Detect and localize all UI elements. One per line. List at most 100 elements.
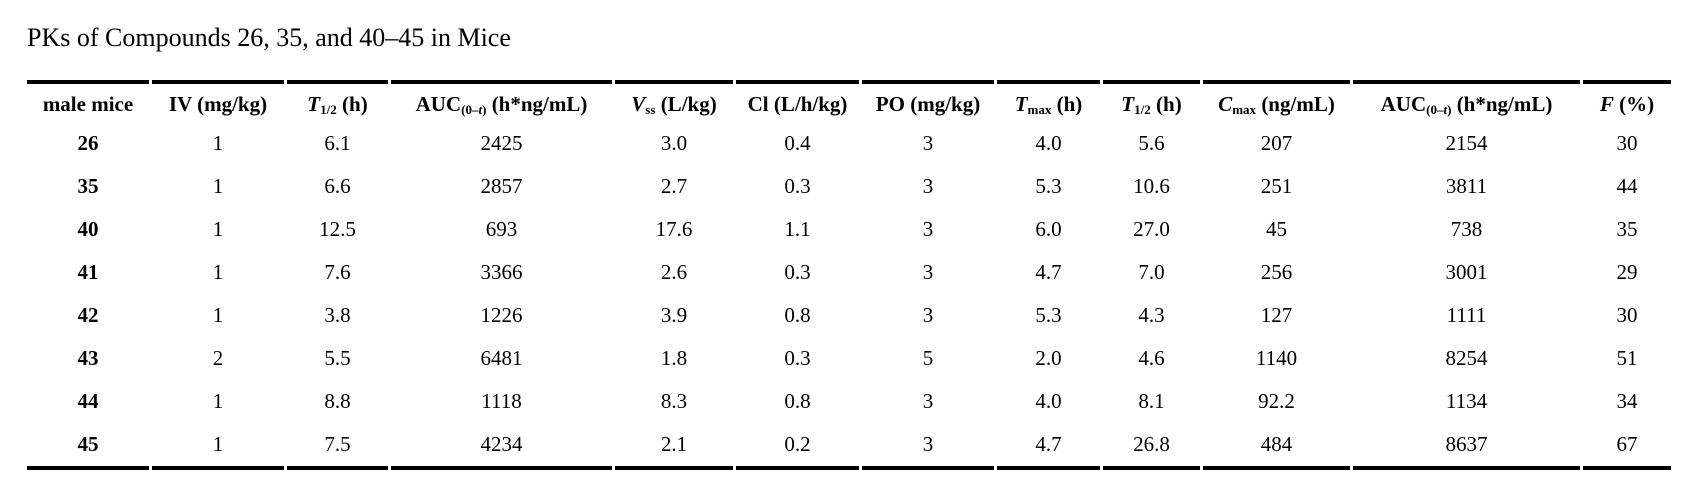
cell-po-auc: 8254 — [1445, 346, 1488, 370]
header-text-part: t — [478, 102, 483, 118]
cell-po-t-half: 26.8 — [1103, 423, 1200, 470]
column-header-f-percent: F (%) — [1583, 80, 1671, 122]
column-header-tmax: Tmax (h) — [997, 80, 1100, 122]
header-text-part: (0– — [1426, 102, 1444, 118]
column-header-cl: Cl (L/h/kg) — [736, 80, 859, 122]
cell-po-dose: 3 — [922, 260, 934, 284]
header-text-part: t — [1443, 102, 1448, 118]
cell-po-auc: 8637 — [1353, 423, 1580, 470]
cell-vss: 2.6 — [660, 260, 688, 284]
table-row-compound-43: 43 2 5.5 6481 1.8 0.3 5 2.0 4.6 1140 8254 51 — [27, 337, 1671, 380]
table-row-compound-35: 35 1 6.6 2857 2.7 0.3 3 5.3 10.6 251 3811 44 — [27, 165, 1671, 208]
header-text-part: (h) — [1150, 91, 1182, 116]
cell-f-percent: 29 — [1616, 260, 1638, 284]
cell-po-dose: 3 — [922, 303, 934, 327]
compound-id: 35 — [77, 174, 99, 198]
cell-cmax: 1140 — [1255, 346, 1298, 370]
column-header-male-mice: male mice — [27, 80, 149, 122]
cell-cl: 0.2 — [736, 423, 859, 470]
cell-iv-t-half: 6.6 — [324, 174, 351, 198]
header-text-part: AUC — [1380, 91, 1427, 116]
header-text-part: F — [1599, 91, 1614, 116]
table-header-row: male mice IV (mg/kg) T1/2 (h) AUC(0–t) (h*n… — [27, 80, 1671, 122]
cell-iv-t-half: 3.8 — [324, 303, 351, 327]
cell-vss: 1.8 — [660, 346, 688, 370]
cell-po-t-half: 4.3 — [1138, 303, 1165, 327]
cell-iv-t-half: 5.5 — [324, 346, 351, 370]
cell-po-auc: 3811 — [1445, 174, 1488, 198]
header-text-part: PO (mg/kg) — [875, 91, 981, 116]
cell-po-t-half: 4.6 — [1138, 346, 1165, 370]
cell-iv-t-half: 6.1 — [324, 131, 351, 155]
header-text-part: max — [1027, 102, 1052, 118]
header-text-part: 1/2 — [1134, 102, 1151, 118]
cell-f-percent: 30 — [1616, 303, 1638, 327]
cell-po-t-half: 7.0 — [1138, 260, 1165, 284]
cell-iv-t-half: 8.8 — [324, 389, 351, 413]
cell-po-dose: 3 — [862, 423, 994, 470]
column-header-vss: Vss (L/kg) — [615, 80, 733, 122]
header-text-part: ss — [645, 102, 656, 118]
table-row-compound-44: 44 1 8.8 1118 8.3 0.8 3 4.0 8.1 92.2 1134 34 — [27, 380, 1671, 423]
table-row-compound-41: 41 1 7.6 3366 2.6 0.3 3 4.7 7.0 256 3001 29 — [27, 251, 1671, 294]
cell-po-t-half: 8.1 — [1138, 389, 1165, 413]
cell-po-auc: 3001 — [1445, 260, 1488, 284]
header-text-part: (0– — [461, 102, 479, 118]
cell-tmax: 4.7 — [1035, 260, 1062, 284]
cell-cl: 0.3 — [784, 346, 811, 370]
cell-po-auc: 1111 — [1446, 303, 1487, 327]
cell-po-auc: 1134 — [1445, 389, 1488, 413]
cell-vss: 3.9 — [660, 303, 688, 327]
cell-cl: 0.3 — [784, 174, 811, 198]
column-header-po-dose: PO (mg/kg) — [862, 80, 994, 122]
cell-tmax: 4.0 — [1035, 131, 1062, 155]
cell-vss: 2.7 — [660, 174, 688, 198]
cell-cmax: 127 — [1260, 303, 1293, 327]
header-text-part: Cl (L/h/kg) — [747, 91, 848, 116]
cell-cl: 0.8 — [784, 303, 811, 327]
cell-tmax: 2.0 — [1035, 346, 1062, 370]
header-text-part: V — [631, 91, 646, 116]
compound-id: 44 — [77, 389, 99, 413]
cell-iv-auc: 4234 — [391, 423, 612, 470]
cell-iv-auc: 2425 — [480, 131, 523, 155]
cell-vss: 2.1 — [615, 423, 733, 470]
compound-id: 41 — [77, 260, 99, 284]
cell-iv-auc: 6481 — [480, 346, 523, 370]
cell-iv-dose: 1 — [212, 217, 224, 241]
column-header-iv-auc: AUC(0–t) (h*ng/mL) — [391, 80, 612, 122]
cell-iv-dose: 1 — [212, 260, 224, 284]
cell-tmax: 4.0 — [1035, 389, 1062, 413]
cell-f-percent: 30 — [1616, 131, 1638, 155]
cell-po-dose: 3 — [922, 174, 934, 198]
cell-cl: 0.3 — [784, 260, 811, 284]
paper-page: PKs of Compounds 26, 35, and 40–45 in Mi… — [27, 23, 1671, 470]
cell-cmax: 256 — [1260, 260, 1293, 284]
cell-po-dose: 5 — [922, 346, 934, 370]
cell-vss: 3.0 — [660, 131, 688, 155]
header-text-part: (%) — [1613, 91, 1655, 116]
cell-po-dose: 3 — [922, 131, 934, 155]
compound-id: 45 — [27, 423, 149, 470]
cell-po-t-half: 10.6 — [1133, 174, 1170, 198]
table-title: PKs of Compounds 26, 35, and 40–45 in Mi… — [27, 23, 511, 52]
table-row-compound-45: 45 1 7.5 4234 2.1 0.2 3 4.7 26.8 484 8637 67 — [27, 423, 1671, 470]
compound-id: 40 — [77, 217, 99, 241]
cell-iv-dose: 2 — [212, 346, 224, 370]
cell-tmax: 4.7 — [997, 423, 1100, 470]
header-text-part: (ng/mL) — [1256, 91, 1335, 116]
cell-po-t-half: 5.6 — [1138, 131, 1165, 155]
cell-iv-auc: 3366 — [480, 260, 523, 284]
cell-tmax: 6.0 — [1035, 217, 1062, 241]
cell-iv-dose: 1 — [212, 303, 224, 327]
cell-po-t-half: 27.0 — [1133, 217, 1170, 241]
header-text-part: male mice — [42, 91, 134, 116]
header-text-part: T — [1014, 91, 1028, 116]
header-text-part: AUC — [415, 91, 462, 116]
compound-id: 43 — [77, 346, 99, 370]
cell-iv-t-half: 12.5 — [319, 217, 356, 241]
cell-cmax: 45 — [1266, 217, 1287, 241]
column-header-po-auc: AUC(0–t) (h*ng/mL) — [1353, 80, 1580, 122]
cell-f-percent: 67 — [1583, 423, 1671, 470]
cell-cl: 0.8 — [784, 389, 811, 413]
